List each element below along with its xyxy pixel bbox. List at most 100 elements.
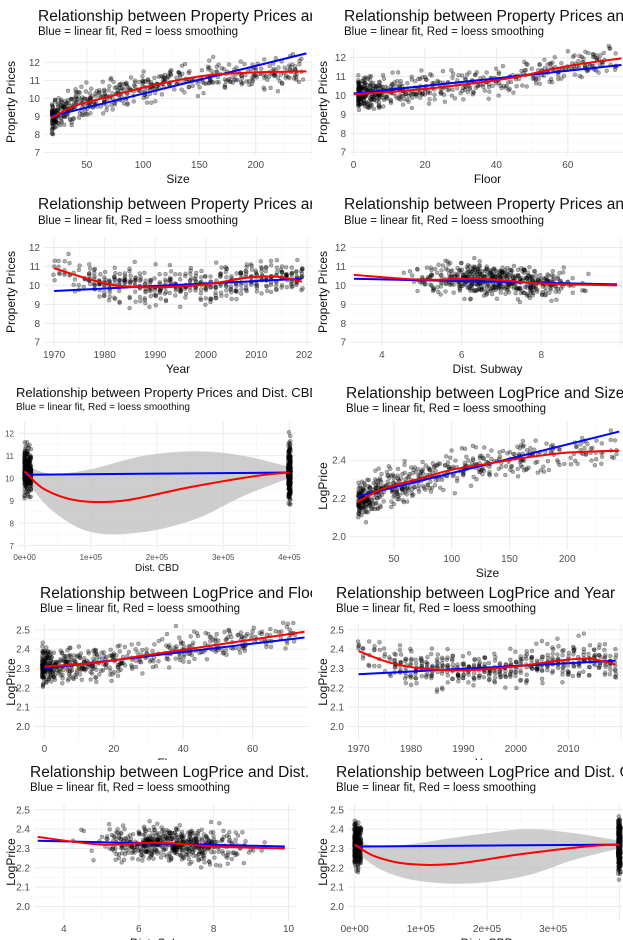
data-point [371, 96, 376, 102]
data-point [199, 827, 205, 832]
data-point [356, 107, 362, 113]
data-point [521, 468, 527, 473]
data-point [473, 269, 478, 275]
data-point [61, 114, 66, 119]
data-point [23, 452, 28, 457]
data-point [26, 479, 32, 484]
data-point [287, 474, 292, 480]
data-point [550, 60, 555, 65]
chart-title: Relationship between LogPrice and Dist. … [30, 764, 312, 781]
gridlines [350, 48, 623, 156]
data-point [496, 284, 502, 289]
data-point [413, 661, 419, 666]
data-point [286, 475, 291, 481]
data-point [47, 670, 53, 676]
data-point [419, 92, 425, 97]
data-point [52, 107, 57, 113]
y-tick-label: 8 [34, 130, 40, 141]
data-point [223, 264, 228, 270]
data-point [353, 834, 358, 839]
data-point [294, 77, 299, 82]
data-point [466, 651, 472, 656]
data-point [465, 270, 470, 275]
data-point [576, 672, 581, 677]
data-point [424, 265, 430, 271]
data-point [65, 97, 71, 103]
data-point [509, 273, 514, 278]
data-point [389, 488, 395, 494]
chart-subtitle: Blue = linear fit, Red = loess smoothing [38, 26, 239, 38]
data-point [603, 652, 608, 658]
data-point [288, 480, 293, 486]
data-point [194, 838, 199, 843]
data-point [216, 638, 221, 643]
data-point [366, 662, 371, 668]
data-point [150, 834, 156, 839]
data-point [530, 293, 535, 298]
data-point [28, 469, 34, 474]
data-point [531, 284, 537, 290]
data-point [25, 460, 30, 465]
data-point [579, 74, 584, 80]
x-tick-label: 3e+05 [212, 553, 235, 562]
data-point [144, 100, 150, 105]
data-point [67, 260, 72, 266]
data-point [272, 73, 277, 78]
data-point [360, 85, 365, 90]
data-point [199, 67, 205, 73]
data-point [287, 460, 292, 465]
data-point [22, 465, 28, 470]
data-point [352, 822, 357, 828]
data-point [47, 653, 52, 659]
data-point [472, 658, 477, 663]
data-point [417, 76, 423, 82]
x-tick-label: 150 [501, 554, 518, 565]
data-point [458, 269, 463, 275]
data-point [550, 645, 555, 650]
data-point [243, 285, 249, 291]
data-point [27, 482, 33, 487]
data-point [49, 102, 55, 107]
data-point [355, 849, 360, 854]
data-point [50, 104, 55, 109]
y-tick-label: 12 [335, 53, 347, 64]
data-point [591, 54, 596, 60]
data-point [117, 82, 122, 87]
x-tick-label: 4 [379, 350, 385, 361]
data-point [188, 271, 193, 276]
data-points [49, 52, 306, 137]
data-point [355, 831, 361, 836]
data-point [412, 485, 417, 490]
data-point [391, 494, 396, 499]
y-tick-label: 7 [34, 338, 40, 349]
data-point [26, 467, 31, 473]
data-point [400, 486, 405, 492]
data-point [22, 481, 27, 486]
data-point [416, 76, 421, 82]
data-point [376, 103, 381, 109]
data-point [286, 458, 291, 463]
data-point [486, 677, 492, 683]
data-point [136, 857, 141, 862]
data-point [144, 849, 149, 854]
data-point [355, 836, 361, 841]
data-point [193, 288, 198, 293]
data-point [450, 71, 456, 77]
data-point [24, 476, 29, 482]
data-point [51, 650, 57, 655]
data-point [543, 292, 549, 298]
data-point [379, 471, 384, 477]
data-point [445, 460, 451, 465]
data-point [96, 90, 102, 95]
data-point [202, 641, 208, 646]
data-point [225, 850, 231, 855]
data-point [407, 674, 413, 679]
data-point [28, 487, 34, 493]
data-point [254, 75, 259, 80]
data-point [128, 75, 134, 80]
data-point [262, 57, 267, 62]
chart-title: Relationship between Property Prices and… [344, 8, 623, 25]
data-point [288, 491, 293, 496]
data-point [286, 440, 292, 445]
data-point [25, 461, 31, 466]
